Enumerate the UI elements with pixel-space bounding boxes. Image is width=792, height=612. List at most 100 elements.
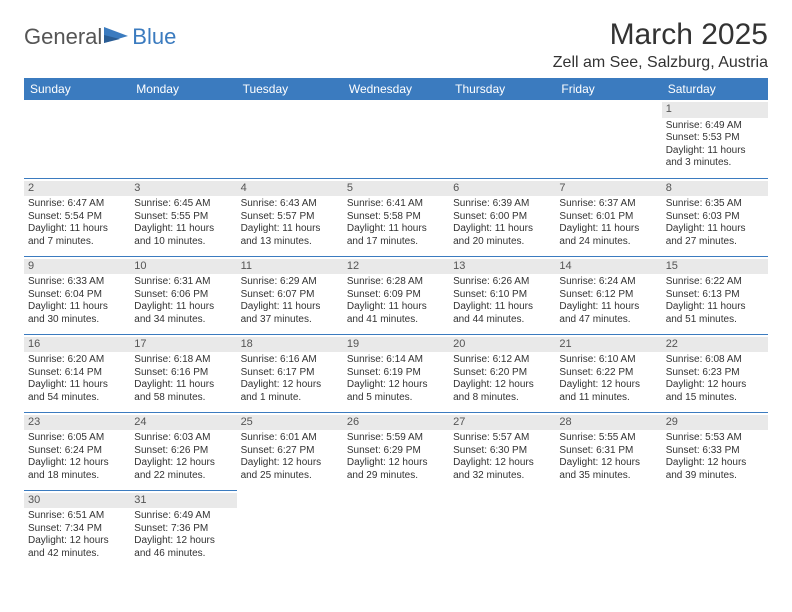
calendar-cell: 25Sunrise: 6:01 AMSunset: 6:27 PMDayligh…: [237, 412, 343, 490]
day-number: 30: [24, 493, 130, 509]
day-number: 21: [555, 337, 661, 353]
daylight2-text: and 39 minutes.: [666, 470, 764, 483]
sunset-text: Sunset: 6:16 PM: [134, 367, 232, 380]
sunset-text: Sunset: 6:22 PM: [559, 367, 657, 380]
daylight1-text: Daylight: 11 hours: [347, 223, 445, 236]
calendar-cell: 28Sunrise: 5:55 AMSunset: 6:31 PMDayligh…: [555, 412, 661, 490]
title-block: March 2025 Zell am See, Salzburg, Austri…: [553, 18, 768, 72]
calendar-cell: 7Sunrise: 6:37 AMSunset: 6:01 PMDaylight…: [555, 178, 661, 256]
calendar-cell: [343, 100, 449, 178]
day-header: Friday: [555, 78, 661, 100]
sunrise-text: Sunrise: 6:31 AM: [134, 276, 232, 289]
sunrise-text: Sunrise: 5:57 AM: [453, 432, 551, 445]
daylight2-text: and 25 minutes.: [241, 470, 339, 483]
sunset-text: Sunset: 5:57 PM: [241, 211, 339, 224]
daylight1-text: Daylight: 11 hours: [453, 223, 551, 236]
calendar-cell: [449, 100, 555, 178]
daylight1-text: Daylight: 11 hours: [347, 301, 445, 314]
day-number: 5: [343, 181, 449, 197]
calendar-week-row: 23Sunrise: 6:05 AMSunset: 6:24 PMDayligh…: [24, 412, 768, 490]
day-header: Saturday: [662, 78, 768, 100]
sunset-text: Sunset: 6:13 PM: [666, 289, 764, 302]
sunset-text: Sunset: 6:04 PM: [28, 289, 126, 302]
daylight1-text: Daylight: 12 hours: [134, 535, 232, 548]
daylight2-text: and 18 minutes.: [28, 470, 126, 483]
day-header: Sunday: [24, 78, 130, 100]
daylight1-text: Daylight: 11 hours: [134, 379, 232, 392]
daylight2-text: and 34 minutes.: [134, 314, 232, 327]
daylight2-text: and 24 minutes.: [559, 236, 657, 249]
daylight2-text: and 42 minutes.: [28, 548, 126, 561]
calendar-cell: 13Sunrise: 6:26 AMSunset: 6:10 PMDayligh…: [449, 256, 555, 334]
day-number: 7: [555, 181, 661, 197]
daylight2-text: and 32 minutes.: [453, 470, 551, 483]
day-number: 6: [449, 181, 555, 197]
daylight1-text: Daylight: 11 hours: [241, 223, 339, 236]
daylight1-text: Daylight: 12 hours: [666, 457, 764, 470]
sunset-text: Sunset: 6:30 PM: [453, 445, 551, 458]
sunrise-text: Sunrise: 5:59 AM: [347, 432, 445, 445]
sunset-text: Sunset: 6:01 PM: [559, 211, 657, 224]
calendar-cell: 21Sunrise: 6:10 AMSunset: 6:22 PMDayligh…: [555, 334, 661, 412]
daylight2-text: and 51 minutes.: [666, 314, 764, 327]
calendar-cell: 1Sunrise: 6:49 AMSunset: 5:53 PMDaylight…: [662, 100, 768, 178]
sunrise-text: Sunrise: 5:53 AM: [666, 432, 764, 445]
daylight2-text: and 13 minutes.: [241, 236, 339, 249]
calendar-week-row: 16Sunrise: 6:20 AMSunset: 6:14 PMDayligh…: [24, 334, 768, 412]
calendar-cell: [130, 100, 236, 178]
calendar-week-row: 30Sunrise: 6:51 AMSunset: 7:34 PMDayligh…: [24, 490, 768, 568]
day-number: 22: [662, 337, 768, 353]
day-number: 1: [662, 102, 768, 118]
daylight2-text: and 8 minutes.: [453, 392, 551, 405]
day-number: 28: [555, 415, 661, 431]
daylight1-text: Daylight: 12 hours: [559, 379, 657, 392]
day-number: 27: [449, 415, 555, 431]
sunset-text: Sunset: 6:29 PM: [347, 445, 445, 458]
calendar-cell: [555, 100, 661, 178]
day-number: 4: [237, 181, 343, 197]
day-header-row: Sunday Monday Tuesday Wednesday Thursday…: [24, 78, 768, 100]
daylight1-text: Daylight: 11 hours: [28, 223, 126, 236]
daylight1-text: Daylight: 11 hours: [559, 223, 657, 236]
sunset-text: Sunset: 6:31 PM: [559, 445, 657, 458]
daylight2-text: and 44 minutes.: [453, 314, 551, 327]
daylight1-text: Daylight: 12 hours: [347, 457, 445, 470]
day-number: 18: [237, 337, 343, 353]
sunset-text: Sunset: 6:23 PM: [666, 367, 764, 380]
day-number: 14: [555, 259, 661, 275]
day-number: 2: [24, 181, 130, 197]
daylight2-text: and 47 minutes.: [559, 314, 657, 327]
sunrise-text: Sunrise: 6:08 AM: [666, 354, 764, 367]
sunrise-text: Sunrise: 6:51 AM: [28, 510, 126, 523]
sunset-text: Sunset: 6:27 PM: [241, 445, 339, 458]
sunrise-text: Sunrise: 6:43 AM: [241, 198, 339, 211]
daylight1-text: Daylight: 11 hours: [666, 301, 764, 314]
daylight1-text: Daylight: 11 hours: [28, 301, 126, 314]
day-number: 13: [449, 259, 555, 275]
sunrise-text: Sunrise: 6:45 AM: [134, 198, 232, 211]
logo-text-general: General: [24, 24, 102, 50]
day-number: 23: [24, 415, 130, 431]
day-header: Thursday: [449, 78, 555, 100]
sunrise-text: Sunrise: 6:10 AM: [559, 354, 657, 367]
day-number: 11: [237, 259, 343, 275]
sunrise-text: Sunrise: 6:35 AM: [666, 198, 764, 211]
calendar-cell: 17Sunrise: 6:18 AMSunset: 6:16 PMDayligh…: [130, 334, 236, 412]
daylight1-text: Daylight: 12 hours: [559, 457, 657, 470]
sunset-text: Sunset: 6:19 PM: [347, 367, 445, 380]
calendar-cell: 18Sunrise: 6:16 AMSunset: 6:17 PMDayligh…: [237, 334, 343, 412]
daylight2-text: and 15 minutes.: [666, 392, 764, 405]
day-number: 12: [343, 259, 449, 275]
sunset-text: Sunset: 6:17 PM: [241, 367, 339, 380]
daylight2-text: and 27 minutes.: [666, 236, 764, 249]
sunrise-text: Sunrise: 6:12 AM: [453, 354, 551, 367]
sunrise-text: Sunrise: 6:26 AM: [453, 276, 551, 289]
day-number: 31: [130, 493, 236, 509]
sunset-text: Sunset: 7:36 PM: [134, 523, 232, 536]
day-number: 29: [662, 415, 768, 431]
day-number: 9: [24, 259, 130, 275]
daylight1-text: Daylight: 12 hours: [134, 457, 232, 470]
calendar-cell: [237, 100, 343, 178]
day-number: 25: [237, 415, 343, 431]
sunset-text: Sunset: 6:14 PM: [28, 367, 126, 380]
